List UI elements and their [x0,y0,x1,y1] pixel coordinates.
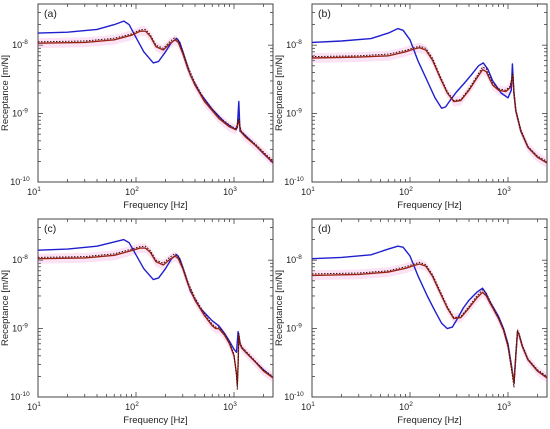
x-tick-label: 102 [399,186,413,197]
y-tick-label: 10-9 [12,108,28,119]
x-tick-label: 101 [27,186,41,197]
y-tick-label: 10-8 [286,254,302,265]
panel-c: 101 102 103 10-10 10-9 10-8 Frequency [Hz] Rece… [0,218,274,426]
plot-area [311,3,548,183]
panel-label: (a) [44,8,57,20]
x-axis-label: Frequency [Hz] [123,415,187,426]
x-tick-label: 103 [497,186,511,197]
y-tick-label: 10-10 [284,391,304,402]
x-tick-label: 101 [27,401,41,412]
panel-label: (b) [318,8,331,20]
y-tick-label: 10-8 [286,39,302,50]
series-group [312,245,547,388]
x-axis-label: Frequency [Hz] [123,200,187,211]
y-tick-label: 10-8 [12,254,28,265]
x-tick-label: 103 [223,401,237,412]
y-tick-label: 10-10 [284,176,304,187]
x-tick-label: 102 [125,401,139,412]
y-tick-label: 10-9 [286,108,302,119]
series-group [38,238,273,390]
panel-a: 101 102 103 10-10 10-9 10-8 Frequency [Hz] Rece… [0,3,274,211]
y-axis-label: Receptance [m/N] [274,270,285,346]
y-tick-label: 10-9 [286,323,302,334]
y-axis-label: Receptance [m/N] [0,55,11,131]
uncertainty-band [38,26,273,168]
x-axis-label: Frequency [Hz] [397,200,461,211]
y-tick-label: 10-8 [12,39,28,50]
panel-d: 101 102 103 10-10 10-9 10-8 Frequency [Hz] Rece… [274,218,548,426]
panel-b: 101 102 103 10-10 10-9 10-8 Frequency [Hz] Rece… [274,3,548,211]
y-tick-label: 10-9 [12,323,28,334]
x-tick-label: 103 [497,401,511,412]
panel-label: (d) [318,223,331,235]
x-tick-label: 101 [301,401,315,412]
x-axis-label: Frequency [Hz] [397,415,461,426]
series-line-dotted [312,45,547,162]
series-line-dotted [312,261,547,388]
panel-label: (c) [44,223,56,235]
y-tick-label: 10-10 [10,176,30,187]
y-axis-label: Receptance [m/N] [0,270,11,346]
plot-area [311,218,548,398]
y-axis-label: Receptance [m/N] [274,55,285,131]
x-tick-label: 101 [301,186,315,197]
x-tick-label: 102 [399,401,413,412]
uncertainty-band [312,42,547,168]
x-tick-label: 102 [125,186,139,197]
x-tick-label: 103 [223,186,237,197]
y-tick-label: 10-10 [10,391,30,402]
series-group [38,20,273,168]
series-group [312,27,547,168]
plot-area [37,3,274,183]
